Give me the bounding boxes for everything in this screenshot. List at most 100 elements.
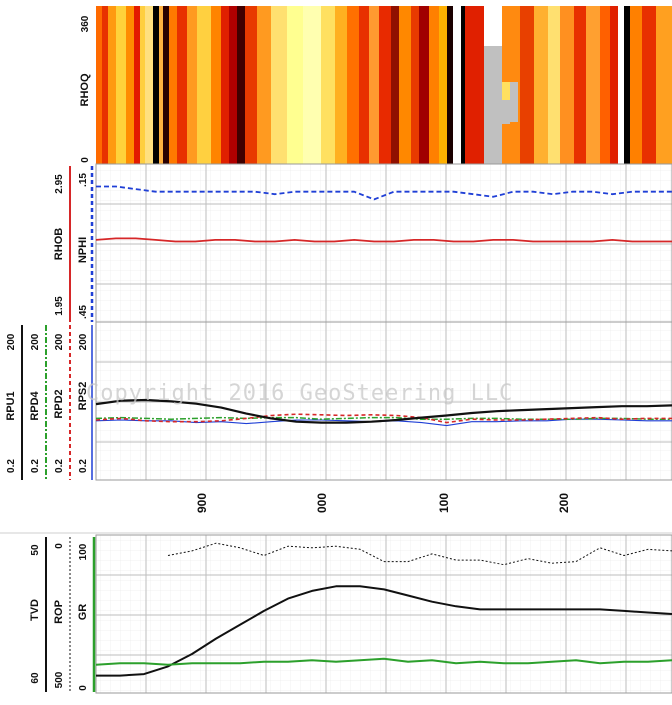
rhoq-gap: [484, 6, 502, 46]
rpd2-curve: [95, 413, 672, 424]
rpd4-label: RPD4: [29, 390, 41, 420]
rhob-top-tick: 2.95: [54, 174, 65, 194]
rhoq-label: RHOQ: [79, 73, 91, 106]
rhoq-band: [630, 6, 643, 164]
depth-axis: 900 000 100 200: [195, 493, 571, 513]
rhoq-band: [303, 6, 322, 164]
tvd-top-tick: 50: [30, 544, 41, 556]
rhoq-band: [429, 6, 440, 164]
rhoq-band: [610, 6, 619, 164]
rhoq-band: [177, 6, 188, 164]
density-major-grid: [95, 163, 672, 323]
rhoq-band: [245, 6, 258, 164]
rhoq-band: [399, 6, 412, 164]
rpd4-bottom-tick: 0.2: [30, 459, 41, 473]
panel-border: [95, 321, 672, 481]
rhoq-band: [453, 6, 462, 164]
copyright-watermark: Copyright 2016 GeoSteering LLC: [86, 381, 513, 406]
rhoq-band: [419, 6, 430, 164]
gr-label: GR: [77, 604, 89, 621]
rpu1-label: RPU1: [5, 391, 17, 420]
rps2-label: RPS2: [77, 382, 89, 411]
rhoq-band: [229, 6, 238, 164]
rpu1-curve: [95, 398, 672, 424]
depth-label-100: 100: [437, 493, 451, 513]
rhob-bottom-tick: 1.95: [54, 296, 65, 316]
rhoq-band: [502, 82, 510, 100]
rhoq-band: [96, 6, 103, 164]
rhoq-band: [548, 6, 561, 164]
rop-top-tick: 0: [54, 543, 65, 549]
resistivity-curves: [95, 398, 672, 427]
rhoq-band: [221, 6, 230, 164]
gr-top-tick: 100: [78, 543, 89, 560]
rhoq-band: [335, 6, 348, 164]
rhoq-band: [321, 6, 336, 164]
rhoq-gap: [502, 82, 510, 124]
gr-curve: [95, 657, 672, 666]
rhoq-band: [461, 6, 466, 164]
rhob-curve: [95, 237, 672, 243]
density-grid: [96, 164, 672, 322]
resistivity-grid: [96, 322, 672, 480]
rhoq-band: [126, 6, 135, 164]
rop-curve: [167, 542, 672, 566]
rhoq-band: [618, 6, 625, 164]
rhoq-band: [560, 6, 575, 164]
rop-label: ROP: [53, 600, 65, 624]
tvd-bottom-tick: 60: [30, 672, 41, 684]
resistivity-major-grid: [95, 321, 672, 481]
rhoq-band: [169, 6, 178, 164]
rpd2-top-tick: 200: [54, 333, 65, 350]
rpd4-curve: [95, 416, 672, 420]
depth-label-200: 200: [557, 493, 571, 513]
rhoq-band: [257, 6, 272, 164]
tvd-label: TVD: [29, 599, 41, 621]
rhoq-heatmap: [96, 6, 672, 164]
rpu1-bottom-tick: 0.2: [6, 459, 17, 473]
rhoq-band: [411, 6, 420, 164]
nphi-label: NPHI: [77, 237, 89, 263]
depth-label-000: 000: [315, 493, 329, 513]
rps2-bottom-tick: 0.2: [78, 459, 89, 473]
panel-border: [95, 534, 672, 694]
rhoq-band: [520, 6, 535, 164]
rhoq-band: [163, 6, 170, 164]
rpd2-label: RPD2: [53, 389, 65, 418]
rhoq-band: [140, 6, 146, 164]
rhoq-band: [159, 6, 164, 164]
rhob-label: RHOB: [53, 228, 65, 260]
rhoq-gap: [510, 82, 518, 122]
rhoq-band: [197, 6, 212, 164]
depth-label-900: 900: [195, 493, 209, 513]
rpd4-top-tick: 200: [30, 333, 41, 350]
gr-bottom-tick: 0: [78, 685, 89, 691]
rhoq-band: [586, 6, 601, 164]
rhoq-band: [145, 6, 154, 164]
rhoq-band: [134, 6, 141, 164]
nphi-bottom-tick: .45: [78, 305, 89, 319]
rhoq-band: [439, 6, 448, 164]
rhoq-band: [237, 6, 246, 164]
density-curves: [95, 185, 672, 243]
rhoq-band: [187, 6, 198, 164]
rhoq-band: [656, 6, 672, 164]
rhoq-top-tick: 360: [80, 15, 91, 32]
lower-grid: [96, 535, 672, 693]
nphi-curve: [96, 185, 672, 201]
lower-curves: [95, 542, 672, 677]
rhoq-band: [108, 6, 117, 164]
rhoq-band: [391, 6, 400, 164]
rhoq-band: [447, 6, 454, 164]
rpd2-bottom-tick: 0.2: [54, 459, 65, 473]
rpu1-top-tick: 200: [6, 333, 17, 350]
rhoq-band: [359, 6, 370, 164]
rhoq-band: [116, 6, 127, 164]
rhoq-band: [534, 6, 549, 164]
rhoq-band: [347, 6, 360, 164]
rhoq-bottom-tick: 0: [80, 157, 91, 163]
rhoq-band: [211, 6, 222, 164]
rhoq-band: [102, 6, 109, 164]
